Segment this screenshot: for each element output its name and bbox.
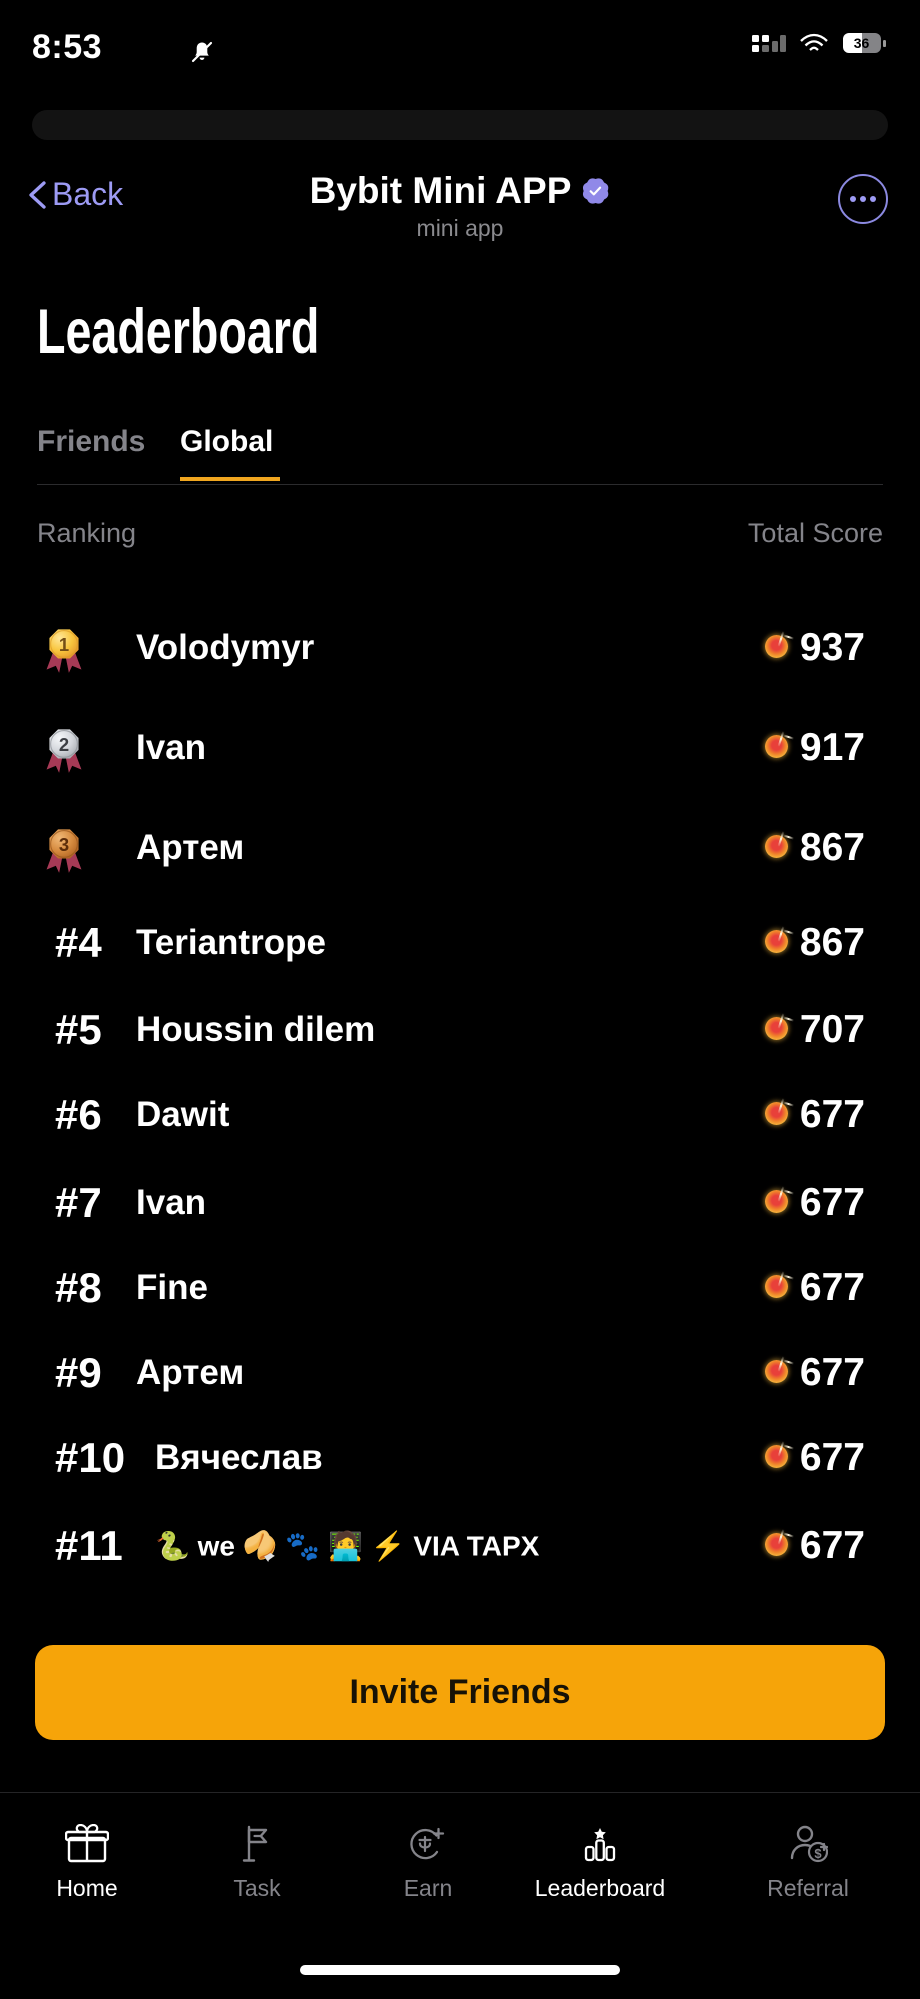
svg-text:$: $ — [814, 1846, 822, 1861]
svg-text:3: 3 — [59, 834, 69, 855]
svg-text:2: 2 — [59, 734, 69, 755]
svg-text:1: 1 — [59, 634, 69, 655]
